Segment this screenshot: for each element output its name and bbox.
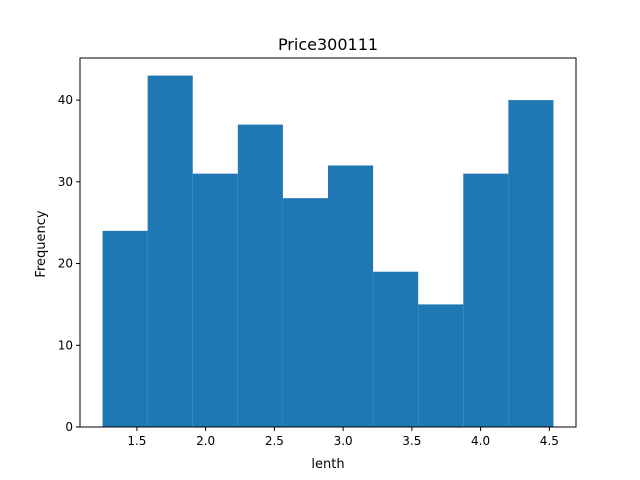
- plot-frame: [79, 57, 577, 428]
- x-tick-label: 1.5: [127, 434, 146, 448]
- x-tick-label: 3.0: [334, 434, 353, 448]
- histogram-bar: [237, 124, 283, 427]
- y-tick-label: 20: [58, 257, 73, 271]
- y-axis-label: Frequency: [34, 210, 49, 277]
- y-tick-label: 40: [58, 93, 73, 107]
- chart-title: Price300111: [278, 35, 378, 54]
- x-tick-label: 2.5: [265, 434, 284, 448]
- x-tick-label: 3.5: [402, 434, 421, 448]
- x-tick-label: 2.0: [196, 434, 215, 448]
- histogram-bar: [102, 230, 148, 427]
- x-tick-label: 4.5: [540, 434, 559, 448]
- y-tick-label: 0: [65, 420, 73, 434]
- x-axis: 1.5 2.0 2.5 3.0 3.5 4.0 4.5: [127, 427, 559, 448]
- x-tick-label: 4.0: [471, 434, 490, 448]
- histogram-bar: [508, 100, 554, 428]
- histogram-bar: [463, 173, 509, 427]
- y-tick-label: 30: [58, 175, 73, 189]
- x-axis-label: lenth: [311, 457, 344, 472]
- bars-group: [102, 75, 554, 428]
- histogram-bar: [328, 165, 374, 428]
- y-axis: 0 10 20 30 40: [58, 93, 80, 434]
- histogram-bar: [418, 304, 464, 427]
- histogram-bar: [282, 198, 328, 427]
- y-tick-label: 10: [58, 338, 73, 352]
- histogram-bar: [147, 75, 193, 428]
- histogram-bar: [373, 271, 419, 427]
- histogram-bar: [192, 173, 238, 427]
